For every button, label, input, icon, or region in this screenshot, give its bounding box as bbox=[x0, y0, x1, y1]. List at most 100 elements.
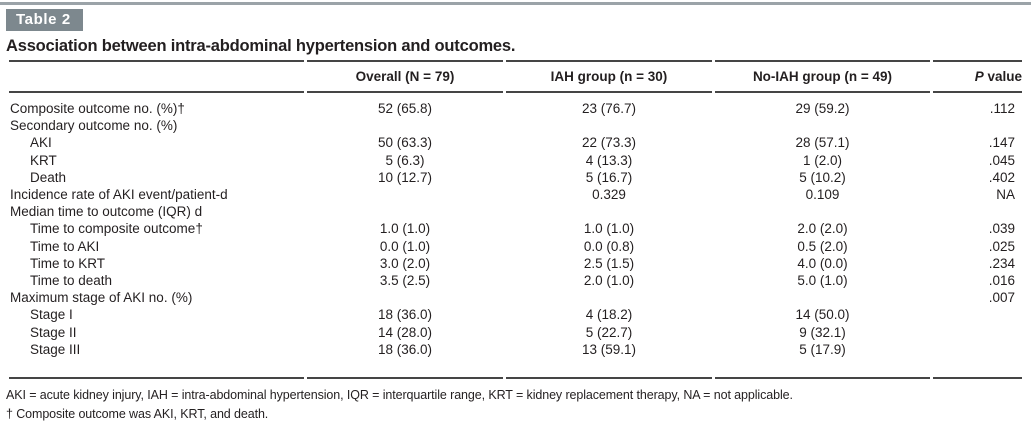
row-label: Median time to outcome (IQR) d bbox=[10, 204, 203, 220]
table-row: Median time to outcome (IQR) d bbox=[9, 203, 1022, 220]
cell-pvalue bbox=[933, 117, 1022, 134]
cell-iah-group: 0.0 (0.8) bbox=[583, 238, 635, 254]
table-row: Stage III 18 (36.0) 13 (59.1) 5 (17.9) bbox=[9, 341, 1022, 380]
cell-iah-group: 22 (73.3) bbox=[581, 135, 637, 151]
cell-iah-group bbox=[506, 203, 712, 220]
cell-overall bbox=[307, 117, 503, 134]
row-label: Incidence rate of AKI event/patient-d bbox=[10, 187, 228, 203]
row-label: Time to AKI bbox=[30, 238, 100, 254]
cell-no-iah-group bbox=[715, 117, 930, 134]
cell-iah-group: 2.0 (1.0) bbox=[583, 273, 635, 289]
table-row: AKI 50 (63.3) 22 (73.3) 28 (57.1) .147 bbox=[9, 134, 1022, 151]
footnote-dagger: † Composite outcome was AKI, KRT, and de… bbox=[6, 406, 269, 421]
table-row: Time to death 3.5 (2.5) 2.0 (1.0) 5.0 (1… bbox=[9, 272, 1022, 289]
row-label: Time to composite outcome† bbox=[30, 221, 203, 237]
table-row: Composite outcome no. (%)† 52 (65.8) 23 … bbox=[9, 93, 1022, 117]
cell-no-iah-group: 5.0 (1.0) bbox=[797, 273, 848, 289]
cell-no-iah-group: 14 (50.0) bbox=[795, 307, 850, 323]
cell-pvalue bbox=[933, 203, 1022, 220]
table-row: Incidence rate of AKI event/patient-d 0.… bbox=[9, 186, 1022, 203]
cell-no-iah-group: 4.0 (0.0) bbox=[797, 255, 848, 271]
cell-pvalue: .039 bbox=[988, 221, 1015, 237]
cell-no-iah-group: 0.5 (2.0) bbox=[797, 238, 848, 254]
cell-no-iah-group: 1 (2.0) bbox=[802, 152, 843, 168]
cell-iah-group: 0.329 bbox=[592, 187, 626, 203]
row-label: Death bbox=[30, 169, 67, 185]
table-row: Secondary outcome no. (%) bbox=[9, 117, 1022, 134]
cell-pvalue: .016 bbox=[988, 273, 1015, 289]
cell-iah-group: 5 (22.7) bbox=[585, 324, 633, 340]
table-title: Association between intra-abdominal hype… bbox=[6, 37, 516, 55]
table-row: Time to composite outcome† 1.0 (1.0) 1.0… bbox=[9, 220, 1022, 237]
cell-overall: 18 (36.0) bbox=[377, 307, 433, 323]
cell-no-iah-group: 0.109 bbox=[805, 187, 840, 203]
cell-overall: 1.0 (1.0) bbox=[379, 221, 431, 237]
cell-no-iah-group: 9 (32.1) bbox=[799, 324, 846, 340]
row-label: AKI bbox=[30, 135, 52, 151]
cell-overall: 14 (28.0) bbox=[377, 324, 433, 340]
cell-overall bbox=[307, 203, 503, 220]
cell-overall: 3.5 (2.5) bbox=[379, 273, 431, 289]
table-row: Time to KRT 3.0 (2.0) 2.5 (1.5) 4.0 (0.0… bbox=[9, 255, 1022, 272]
cell-overall: 18 (36.0) bbox=[307, 341, 503, 380]
column-header-iah-group: IAH group (n = 30) bbox=[506, 60, 712, 93]
cell-overall: 0.0 (1.0) bbox=[379, 238, 431, 254]
cell-pvalue bbox=[933, 324, 1022, 341]
cell-iah-group: 13 (59.1) bbox=[506, 341, 712, 380]
row-label: Maximum stage of AKI no. (%) bbox=[10, 290, 193, 306]
cell-iah-group: 4 (18.2) bbox=[585, 307, 633, 323]
cell-iah-group: 1.0 (1.0) bbox=[583, 221, 635, 237]
row-label: Stage II bbox=[30, 324, 77, 340]
cell-pvalue: .402 bbox=[988, 169, 1015, 185]
cell-pvalue: .025 bbox=[988, 238, 1015, 254]
cell-iah-group: 23 (76.7) bbox=[581, 101, 637, 116]
cell-iah-group bbox=[506, 289, 712, 306]
cell-pvalue: .045 bbox=[988, 152, 1015, 168]
cell-no-iah-group: 28 (57.1) bbox=[795, 135, 850, 151]
column-header-overall: Overall (N = 79) bbox=[307, 60, 503, 93]
cell-no-iah-group bbox=[715, 203, 930, 220]
cell-iah-group bbox=[506, 117, 712, 134]
table-label: Table 2 bbox=[16, 11, 71, 28]
cell-no-iah-group: 29 (59.2) bbox=[795, 101, 850, 116]
cell-iah-group: 5 (16.7) bbox=[585, 169, 633, 185]
outcomes-table: Overall (N = 79) IAH group (n = 30) No-I… bbox=[6, 60, 1025, 380]
row-label: KRT bbox=[30, 152, 57, 168]
cell-overall: 52 (65.8) bbox=[377, 101, 433, 116]
cell-overall: 10 (12.7) bbox=[377, 169, 433, 185]
cell-no-iah-group: 5 (17.9) bbox=[715, 341, 930, 380]
table-footnotes: AKI = acute kidney injury, IAH = intra-a… bbox=[6, 386, 1025, 424]
cell-iah-group: 4 (13.3) bbox=[585, 152, 633, 168]
cell-overall: 3.0 (2.0) bbox=[379, 255, 431, 271]
column-header-rowlabels bbox=[9, 60, 304, 93]
row-label: Secondary outcome no. (%) bbox=[10, 118, 178, 134]
cell-overall bbox=[307, 186, 503, 203]
row-label: Stage I bbox=[30, 307, 73, 323]
table-row: Maximum stage of AKI no. (%) .007 bbox=[9, 289, 1022, 306]
table-row: Time to AKI 0.0 (1.0) 0.0 (0.8) 0.5 (2.0… bbox=[9, 238, 1022, 255]
table-row: KRT 5 (6.3) 4 (13.3) 1 (2.0) .045 bbox=[9, 152, 1022, 169]
cell-overall bbox=[307, 289, 503, 306]
table-label-badge: Table 2 bbox=[6, 9, 83, 31]
row-label: Time to death bbox=[30, 273, 113, 289]
cell-no-iah-group: 5 (10.2) bbox=[799, 169, 846, 185]
table-row: Death 10 (12.7) 5 (16.7) 5 (10.2) .402 bbox=[9, 169, 1022, 186]
cell-pvalue: .147 bbox=[988, 135, 1015, 151]
top-divider-rule bbox=[0, 2, 1031, 5]
table-row: Stage I 18 (36.0) 4 (18.2) 14 (50.0) bbox=[9, 306, 1022, 323]
cell-pvalue: .007 bbox=[988, 290, 1015, 306]
column-header-pvalue: P value bbox=[933, 60, 1022, 93]
table-body: Composite outcome no. (%)† 52 (65.8) 23 … bbox=[9, 93, 1022, 380]
cell-pvalue: .234 bbox=[988, 255, 1015, 271]
cell-pvalue: .112 bbox=[989, 101, 1015, 116]
row-label: Stage III bbox=[9, 341, 304, 380]
footnote-abbreviations: AKI = acute kidney injury, IAH = intra-a… bbox=[6, 388, 793, 403]
cell-overall: 5 (6.3) bbox=[385, 152, 425, 168]
cell-overall: 50 (63.3) bbox=[377, 135, 433, 151]
table-header: Overall (N = 79) IAH group (n = 30) No-I… bbox=[9, 60, 1022, 93]
table-header-row: Overall (N = 79) IAH group (n = 30) No-I… bbox=[9, 60, 1022, 93]
cell-no-iah-group bbox=[715, 289, 930, 306]
cell-pvalue bbox=[933, 306, 1022, 323]
cell-pvalue bbox=[933, 341, 1022, 380]
